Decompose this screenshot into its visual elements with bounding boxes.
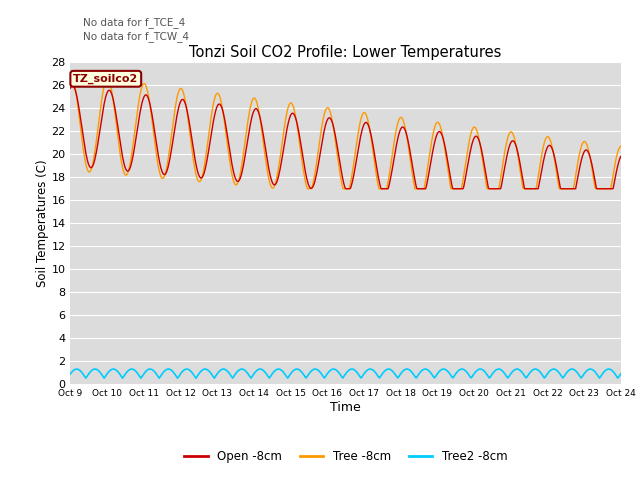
Text: No data for f_TCE_4: No data for f_TCE_4 [83,17,186,28]
Title: Tonzi Soil CO2 Profile: Lower Temperatures: Tonzi Soil CO2 Profile: Lower Temperatur… [189,45,502,60]
Text: TZ_soilco2: TZ_soilco2 [73,73,138,84]
Text: No data for f_TCW_4: No data for f_TCW_4 [83,31,189,42]
Y-axis label: Soil Temperatures (C): Soil Temperatures (C) [35,159,49,287]
Legend: Open -8cm, Tree -8cm, Tree2 -8cm: Open -8cm, Tree -8cm, Tree2 -8cm [179,446,512,468]
X-axis label: Time: Time [330,401,361,414]
